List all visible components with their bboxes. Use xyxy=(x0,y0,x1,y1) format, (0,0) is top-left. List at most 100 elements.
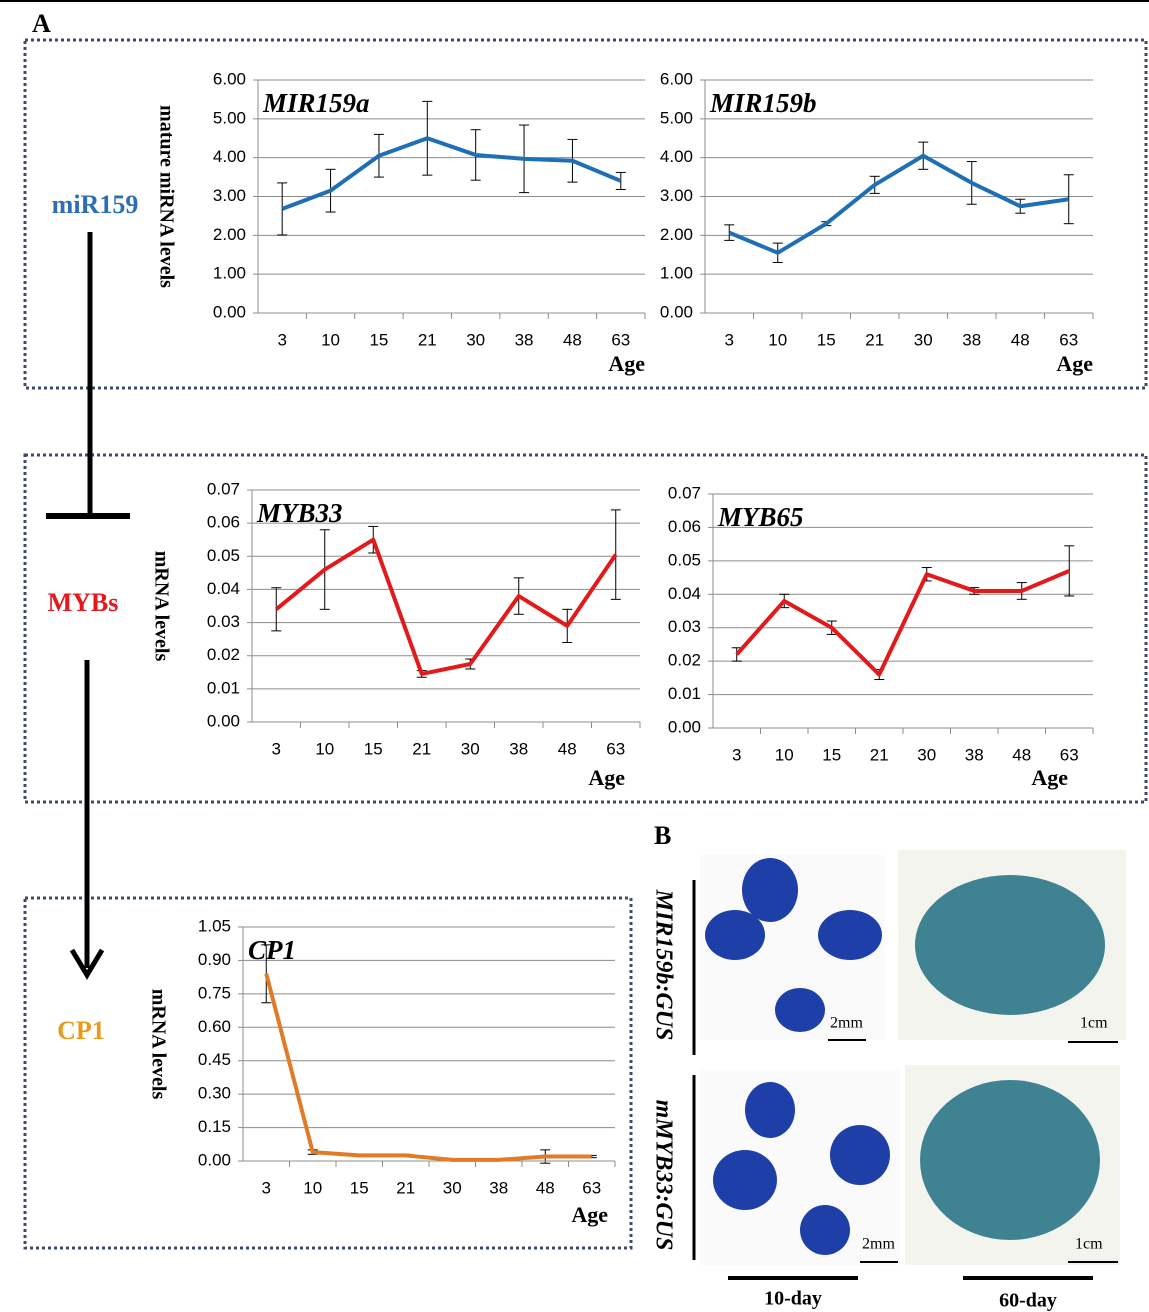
x-tick-label: 48 xyxy=(536,1178,555,1197)
x-tick-label: 10 xyxy=(768,330,787,349)
x-tick-label: 48 xyxy=(563,330,582,349)
figure: A B miR159 MYBs CP1 MIR159b:GUS mMYB33:G… xyxy=(0,0,1149,1312)
x-tick-label: 63 xyxy=(1060,745,1079,764)
x-tick-label: 30 xyxy=(461,739,480,758)
scale-label: 2mm xyxy=(830,1015,863,1032)
x-tick-label: 38 xyxy=(515,330,534,349)
x-tick-label: 3 xyxy=(725,330,734,349)
y-tick-label: 0.02 xyxy=(668,651,701,670)
x-tick-label: 3 xyxy=(272,739,281,758)
y-tick-label: 0.01 xyxy=(207,678,240,697)
x-tick-label: 63 xyxy=(606,739,625,758)
chart-title: MIR159b xyxy=(709,88,817,118)
x-tick-label: 38 xyxy=(962,330,981,349)
y-tick-label: 3.00 xyxy=(213,186,246,205)
row-label: MIR159b:GUS xyxy=(650,889,676,1041)
x-axis-label: Age xyxy=(1031,765,1068,790)
node-label: MYBs xyxy=(48,588,119,617)
x-tick-label: 15 xyxy=(822,745,841,764)
y-tick-label: 1.00 xyxy=(660,264,693,283)
x-tick-label: 63 xyxy=(611,330,630,349)
y-tick-label: 2.00 xyxy=(213,225,246,244)
x-tick-label: 63 xyxy=(582,1178,601,1197)
y-tick-label: 0.75 xyxy=(198,983,231,1002)
y-tick-label: 0.00 xyxy=(213,302,246,321)
x-tick-label: 15 xyxy=(350,1178,369,1197)
x-tick-label: 10 xyxy=(315,739,334,758)
x-tick-label: 15 xyxy=(817,330,836,349)
x-tick-label: 21 xyxy=(870,745,889,764)
x-tick-label: 30 xyxy=(466,330,485,349)
x-axis-label: Age xyxy=(588,765,625,790)
y-tick-label: 0.04 xyxy=(668,584,701,603)
y-tick-label: 0.06 xyxy=(207,513,240,532)
x-tick-label: 10 xyxy=(775,745,794,764)
y-tick-label: 3.00 xyxy=(660,186,693,205)
y-tick-label: 0.06 xyxy=(668,517,701,536)
x-tick-label: 30 xyxy=(914,330,933,349)
x-tick-label: 48 xyxy=(1011,330,1030,349)
title-bg xyxy=(247,931,248,932)
x-tick-label: 10 xyxy=(303,1178,322,1197)
y-tick-label: 0.07 xyxy=(207,479,240,498)
panel-label: A xyxy=(32,9,51,38)
y-tick-label: 5.00 xyxy=(213,108,246,127)
node-label: CP1 xyxy=(57,1016,105,1045)
x-tick-label: 21 xyxy=(412,739,431,758)
y-tick-label: 0.01 xyxy=(668,684,701,703)
scale-label: 2mm xyxy=(862,1236,895,1253)
x-tick-label: 3 xyxy=(262,1178,271,1197)
x-tick-label: 3 xyxy=(732,745,741,764)
x-axis-label: Age xyxy=(571,1202,608,1227)
x-tick-label: 63 xyxy=(1059,330,1078,349)
chart-title: MYB65 xyxy=(717,502,804,532)
chart-title: MIR159a xyxy=(262,88,370,118)
title-bg xyxy=(709,84,710,85)
x-tick-label: 15 xyxy=(369,330,388,349)
y-tick-label: 0.45 xyxy=(198,1050,231,1069)
scale-label: 1cm xyxy=(1080,1015,1108,1032)
row-label: mMYB33:GUS xyxy=(650,1100,676,1251)
title-bg xyxy=(256,494,257,495)
y-tick-label: 0.00 xyxy=(198,1150,231,1169)
y-tick-label: 0.02 xyxy=(207,645,240,664)
photo-panel: MIR159b:GUS mMYB33:GUS 10-day 60-day 2mm… xyxy=(650,850,1126,1312)
data-line xyxy=(282,138,621,209)
x-tick-label: 15 xyxy=(364,739,383,758)
scale-label: 1cm xyxy=(1075,1236,1103,1253)
column-label: 10-day xyxy=(764,1288,822,1310)
x-tick-label: 10 xyxy=(321,330,340,349)
y-tick-label: 5.00 xyxy=(660,108,693,127)
y-tick-label: 1.00 xyxy=(213,264,246,283)
y-tick-label: 4.00 xyxy=(213,147,246,166)
y-tick-label: 1.05 xyxy=(198,916,231,935)
x-axis-label: Age xyxy=(608,351,645,376)
y-tick-label: 0.00 xyxy=(668,717,701,736)
data-line xyxy=(266,974,592,1160)
y-tick-label: 0.00 xyxy=(660,302,693,321)
column-label: 60-day xyxy=(999,1290,1057,1312)
title-bg xyxy=(262,84,263,85)
x-tick-label: 48 xyxy=(558,739,577,758)
data-line xyxy=(737,571,1070,675)
x-tick-label: 38 xyxy=(509,739,528,758)
y-tick-label: 2.00 xyxy=(660,225,693,244)
y-axis-label: mRNA levels xyxy=(150,551,172,662)
x-tick-label: 30 xyxy=(443,1178,462,1197)
x-tick-label: 21 xyxy=(396,1178,415,1197)
x-tick-label: 38 xyxy=(965,745,984,764)
x-tick-label: 21 xyxy=(865,330,884,349)
x-tick-label: 48 xyxy=(1012,745,1031,764)
y-axis-label: mRNA levels xyxy=(147,989,169,1100)
y-tick-label: 0.15 xyxy=(198,1117,231,1136)
x-tick-label: 30 xyxy=(917,745,936,764)
data-line xyxy=(276,540,616,674)
y-tick-label: 0.03 xyxy=(668,617,701,636)
rosette xyxy=(915,875,1105,1240)
y-tick-label: 0.60 xyxy=(198,1017,231,1036)
y-tick-label: 0.05 xyxy=(207,546,240,565)
y-tick-label: 0.00 xyxy=(207,711,240,730)
x-axis-label: Age xyxy=(1056,351,1093,376)
y-axis-label: mature miRNA levels xyxy=(155,105,177,288)
x-tick-label: 21 xyxy=(418,330,437,349)
